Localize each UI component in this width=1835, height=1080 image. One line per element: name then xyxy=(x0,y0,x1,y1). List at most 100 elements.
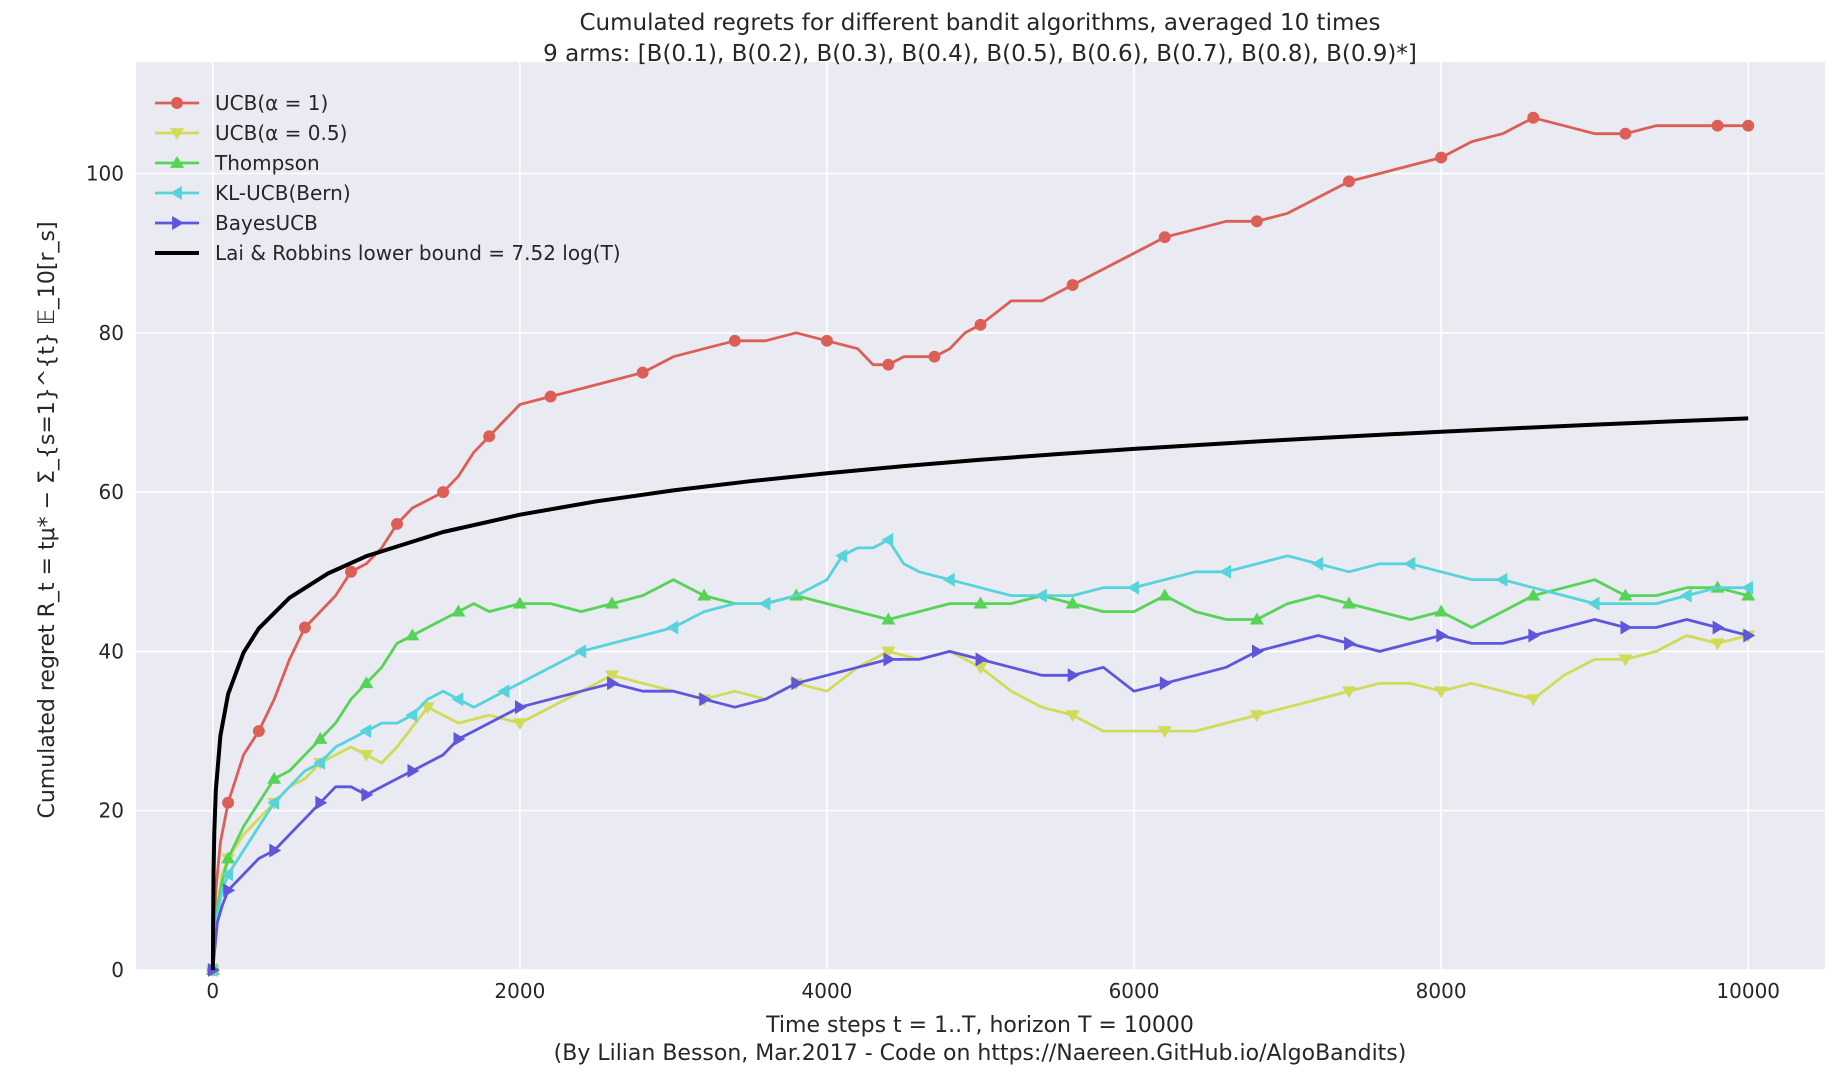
series-1-point xyxy=(1618,654,1633,667)
series-2-point xyxy=(1741,588,1756,601)
series-1-point xyxy=(1434,686,1449,699)
series-1-point xyxy=(1342,686,1357,699)
series-2-point xyxy=(1157,588,1172,601)
series-1-point xyxy=(881,646,896,659)
plot-area xyxy=(136,62,1825,970)
grid-lines xyxy=(136,62,1825,971)
series-2-point xyxy=(697,588,712,601)
series-1-point xyxy=(604,670,619,683)
series-3-group xyxy=(205,532,1754,977)
series-3-point xyxy=(497,684,510,699)
series-3-point xyxy=(1219,564,1232,579)
legend-label: UCB(α = 0.5) xyxy=(215,121,347,145)
series-3-point xyxy=(574,644,587,659)
series-3-point xyxy=(758,596,771,611)
y-tick-label: 40 xyxy=(99,639,124,663)
x-tick-label: 6000 xyxy=(1109,979,1160,1003)
legend-label: Lai & Robbins lower bound = 7.52 log(T) xyxy=(215,241,621,265)
series-0-point xyxy=(1619,127,1632,140)
series-3-point xyxy=(942,572,955,587)
series-4-point xyxy=(1528,628,1541,643)
series-0-point xyxy=(821,334,833,347)
series-2-point xyxy=(221,851,236,864)
series-0-point xyxy=(928,350,941,363)
lower-bound-group xyxy=(210,416,1749,971)
series-0-point xyxy=(1527,111,1540,124)
legend-marker xyxy=(170,186,182,200)
series-2-point xyxy=(1618,588,1633,601)
series-2-point xyxy=(881,612,896,625)
series-0-point xyxy=(345,565,357,578)
series-0-point xyxy=(1158,231,1171,244)
lower-bound-line xyxy=(210,416,1749,971)
series-1-point xyxy=(1526,694,1541,707)
legend-label: BayesUCB xyxy=(215,211,318,235)
series-2-point xyxy=(1526,588,1541,601)
series-3-point xyxy=(451,692,464,707)
series-0-point xyxy=(974,318,987,331)
y-tick-label: 100 xyxy=(86,162,124,186)
series-4-point xyxy=(1159,676,1172,691)
series-3-point xyxy=(1741,580,1754,595)
series-3-point xyxy=(1127,580,1139,595)
series-4-line xyxy=(211,618,1749,971)
series-0-point xyxy=(222,796,235,809)
x-tick-label: 8000 xyxy=(1416,979,1467,1003)
series-0-point xyxy=(882,358,895,371)
legend-marker xyxy=(170,128,184,140)
y-tick-label: 80 xyxy=(99,321,124,345)
x-tick-label: 0 xyxy=(206,979,219,1003)
series-2-line xyxy=(211,578,1749,971)
series-1-point xyxy=(512,718,527,731)
series-0-point xyxy=(1435,151,1448,164)
series-3-point xyxy=(1495,572,1508,587)
series-0-point xyxy=(252,725,265,738)
series-2-point xyxy=(1434,604,1449,617)
series-2-point xyxy=(1065,596,1080,609)
chart-title: Cumulated regrets for different bandit a… xyxy=(579,10,1380,36)
series-2-point xyxy=(267,771,282,784)
series-2-point xyxy=(973,596,988,609)
x-tick-label: 4000 xyxy=(802,979,853,1003)
series-2-point xyxy=(1249,612,1264,625)
series-4-point xyxy=(1344,636,1357,651)
series-4-point xyxy=(407,763,420,778)
series-3-point xyxy=(1403,556,1416,571)
series-3-point xyxy=(359,724,372,739)
series-4-point xyxy=(269,843,282,858)
series-0-group xyxy=(206,111,1755,976)
series-4-point xyxy=(975,652,988,667)
series-4-point xyxy=(1743,628,1756,643)
series-2-point xyxy=(1342,596,1357,609)
y-tick-label: 60 xyxy=(99,480,124,504)
series-2-group xyxy=(205,578,1756,975)
series-3-point xyxy=(405,708,418,723)
series-4-point xyxy=(1436,628,1449,643)
series-4-point xyxy=(791,676,804,691)
series-2-point xyxy=(451,604,466,617)
series-3-point xyxy=(881,532,894,547)
series-0-point xyxy=(483,430,496,443)
series-4-point xyxy=(607,676,619,691)
series-4-point xyxy=(453,732,466,747)
series-0-point xyxy=(544,390,557,403)
legend-marker xyxy=(170,156,184,168)
legend: UCB(α = 1) UCB(α = 0.5) Thompson KL-UCB(Ber… xyxy=(155,91,621,265)
series-lines xyxy=(205,111,1756,977)
chart-caption: (By Lilian Besson, Mar.2017 - Code on ht… xyxy=(554,1041,1407,1066)
series-4-group xyxy=(207,618,1756,977)
series-4-point xyxy=(1251,644,1264,659)
y-tick-label: 20 xyxy=(99,799,124,823)
series-0-line xyxy=(211,116,1749,971)
series-1-point xyxy=(1710,638,1725,651)
series-3-point xyxy=(313,755,326,770)
series-0-point xyxy=(636,366,649,379)
series-4-point xyxy=(1067,668,1080,683)
series-3-point xyxy=(267,795,280,810)
series-3-point xyxy=(1311,556,1324,571)
series-3-point xyxy=(1587,596,1600,611)
series-2-point xyxy=(512,596,527,609)
series-0-point xyxy=(298,621,311,634)
series-1-point xyxy=(1065,710,1080,723)
